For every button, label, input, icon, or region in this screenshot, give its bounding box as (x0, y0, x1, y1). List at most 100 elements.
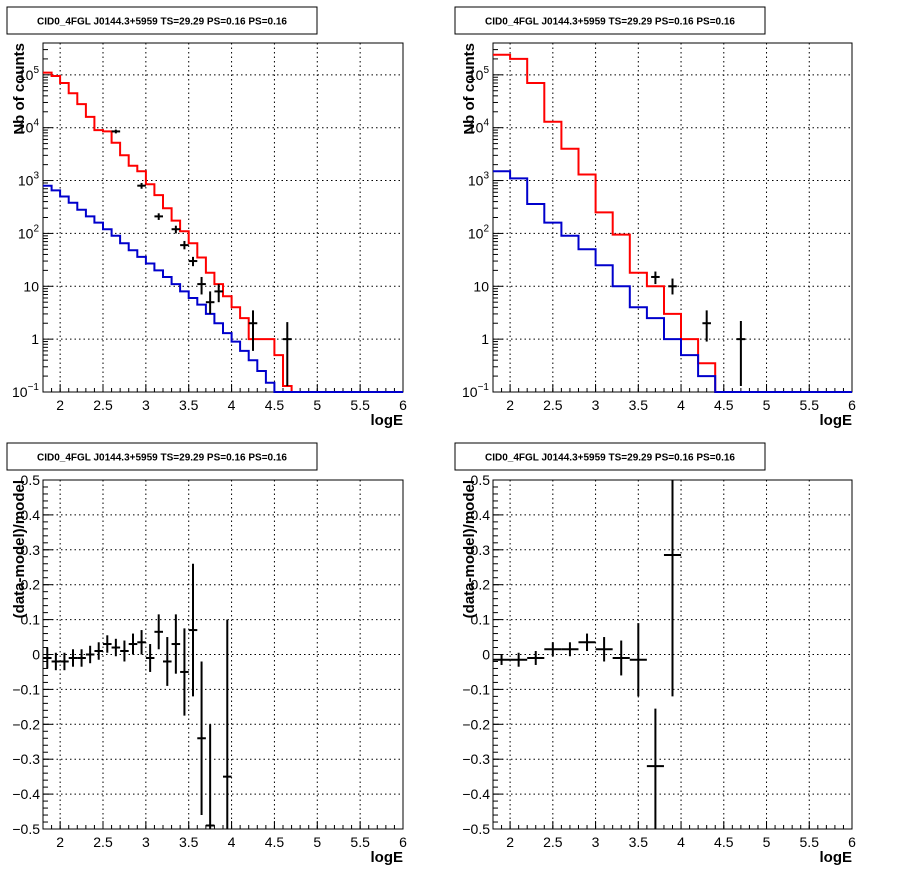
y-tick-label: −0.5 (12, 821, 40, 837)
y-tick-exponent: 2 (483, 223, 489, 234)
y-tick-label: 0.1 (471, 612, 491, 628)
data-point (188, 563, 198, 697)
data-point (223, 619, 232, 829)
x-tick-label: 3 (592, 834, 600, 850)
x-tick-label: 4 (228, 834, 236, 850)
y-tick-exponent: 3 (483, 171, 489, 182)
x-tick-label: 2 (506, 397, 514, 413)
model-component-histogram (43, 184, 403, 393)
x-tick-label: 2 (56, 397, 64, 413)
y-axis-label: Nb of counts (461, 43, 478, 135)
x-tick-label: 4 (677, 397, 685, 413)
x-tick-label: 3.5 (179, 834, 199, 850)
data-point (561, 642, 579, 657)
x-tick-label: 3 (142, 397, 150, 413)
chart-panel-3: 2 2.5 3 3.5 4 4.5 5 5.5 6 −0.5 −0.4 −0.3 −0.2 −0.1 0 0.… (6, 442, 407, 866)
y-tick-label: −0.4 (462, 786, 490, 802)
y-tick-label: −0.3 (462, 751, 490, 767)
data-point (85, 645, 95, 664)
y-tick-label: 0.2 (21, 577, 41, 593)
x-tick-label: 3 (142, 834, 150, 850)
y-tick-mantissa: 10 (18, 67, 34, 83)
y-tick-label: 10−1 (462, 382, 489, 400)
data-point (180, 240, 189, 250)
title-box (454, 442, 766, 471)
y-tick-label: −0.1 (12, 681, 40, 697)
data-point (163, 637, 172, 686)
data-point (188, 256, 198, 267)
y-tick-label: 0.3 (21, 542, 41, 558)
data-point (111, 129, 121, 134)
x-axis-label: logE (371, 412, 404, 429)
y-tick-mantissa: 10 (468, 173, 484, 189)
y-tick-label: 103 (18, 171, 40, 189)
x-tick-label: 5 (313, 834, 321, 850)
data-point (214, 284, 223, 303)
x-tick-label: 6 (848, 834, 856, 850)
y-tick-label: −0.4 (12, 786, 40, 802)
data-point (197, 661, 206, 816)
y-tick-label: 0 (32, 647, 40, 663)
plot-frame (492, 42, 853, 393)
y-tick-exponent: 5 (483, 65, 489, 76)
y-tick-label: 1 (481, 331, 489, 347)
data-point (68, 649, 78, 667)
x-tick-label: 5 (763, 397, 771, 413)
chart-title: CID0_4FGL J0144.3+5959 TS=29.29 PS=0.16 … (485, 453, 735, 464)
y-tick-label: 0.4 (21, 507, 41, 523)
data-point (197, 276, 206, 295)
data-point (612, 640, 630, 676)
y-tick-label: 0.5 (471, 472, 491, 488)
x-tick-label: 6 (399, 397, 407, 413)
y-tick-exponent: 4 (483, 118, 489, 129)
data-point (578, 633, 596, 652)
y-tick-label: 10 (23, 278, 39, 294)
y-tick-label: 0.1 (21, 612, 41, 628)
y-tick-label: −0.3 (12, 751, 40, 767)
data-point (205, 291, 215, 314)
y-tick-label: 104 (468, 118, 490, 136)
x-tick-label: 2.5 (93, 397, 113, 413)
x-tick-label: 4.5 (265, 397, 285, 413)
y-tick-mantissa: 1 (31, 331, 39, 347)
data-point (111, 638, 121, 657)
x-tick-label: 2.5 (93, 834, 113, 850)
data-point (493, 654, 511, 665)
x-tick-label: 2.5 (543, 397, 563, 413)
y-tick-mantissa: 10 (468, 225, 484, 241)
y-tick-label: 0.2 (471, 577, 491, 593)
y-tick-exponent: −1 (478, 382, 490, 393)
y-tick-mantissa: 10 (12, 384, 28, 400)
data-point (51, 652, 61, 671)
y-tick-label: 102 (468, 223, 490, 241)
title-box (6, 442, 318, 471)
title-box (454, 6, 766, 35)
data-point (736, 321, 746, 386)
data-point (120, 640, 129, 662)
y-tick-mantissa: 10 (18, 225, 34, 241)
x-tick-label: 4.5 (265, 834, 285, 850)
data-point (668, 278, 677, 295)
data-point (94, 642, 103, 660)
data-point (527, 651, 545, 665)
title-box (6, 6, 318, 35)
y-tick-label: 105 (468, 65, 490, 83)
chart-panel-1: 2 2.5 3 3.5 4 4.5 5 5.5 610−1110102103104105logE… (6, 6, 407, 429)
y-tick-label: −0.5 (462, 821, 490, 837)
data-point (77, 649, 86, 667)
y-tick-label: −0.1 (462, 681, 490, 697)
chart-title: CID0_4FGL J0144.3+5959 TS=29.29 PS=0.16 … (37, 453, 287, 464)
y-tick-exponent: 2 (33, 223, 39, 234)
y-tick-label: 104 (18, 118, 40, 136)
y-tick-label: −0.2 (462, 716, 490, 732)
x-tick-label: 6 (399, 834, 407, 850)
x-tick-label: 5.5 (800, 834, 820, 850)
data-point (154, 614, 163, 650)
y-tick-mantissa: 10 (462, 384, 478, 400)
x-tick-label: 4.5 (714, 397, 734, 413)
plot-frame (42, 42, 404, 393)
x-tick-label: 3.5 (179, 397, 199, 413)
y-tick-label: 0.5 (21, 472, 41, 488)
data-point (651, 271, 660, 285)
x-tick-label: 6 (848, 397, 856, 413)
